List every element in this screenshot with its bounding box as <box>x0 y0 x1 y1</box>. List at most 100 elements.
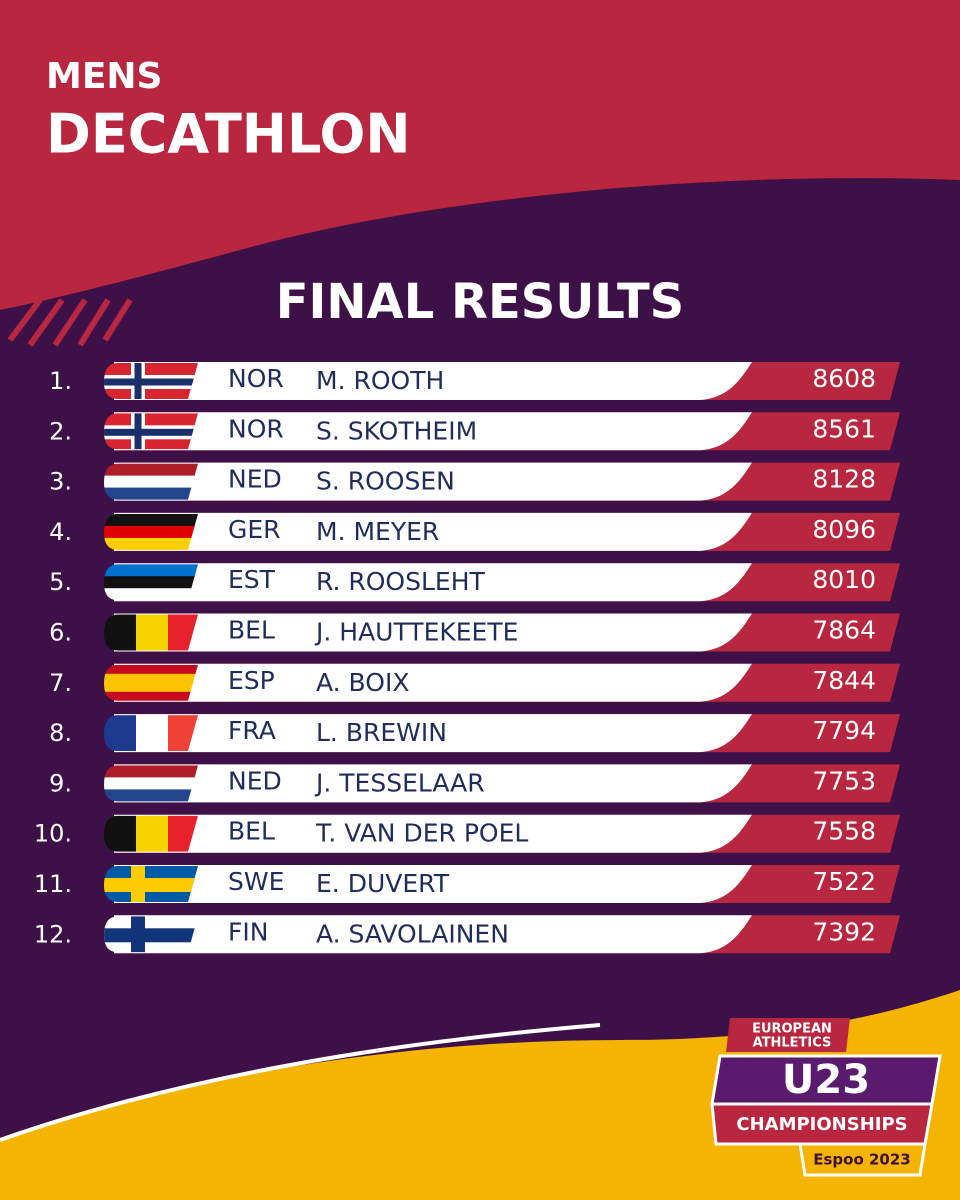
row-white <box>114 613 752 652</box>
top-band <box>0 0 960 310</box>
flag-stripe <box>104 588 198 601</box>
athlete: R. ROOSLEHT <box>316 567 485 596</box>
result-row: 12. FIN A. SAVOLAINEN 7392 <box>34 915 900 954</box>
points: 7844 <box>812 666 876 695</box>
row-white <box>114 663 752 702</box>
result-row: 9. NED J. TESSELAAR 7753 <box>49 764 900 803</box>
athlete: A. SAVOLAINEN <box>316 919 509 948</box>
result-row: 4. GER M. MEYER 8096 <box>49 512 900 551</box>
country: BEL <box>228 817 275 846</box>
logo: EUROPEAN ATHLETICS U23 CHAMPIONSHIPS Esp… <box>710 1018 942 1177</box>
flag <box>104 463 198 500</box>
athlete: A. BOIX <box>316 668 409 697</box>
flag-cross <box>104 878 198 892</box>
flag-stripe <box>104 789 198 802</box>
country: FIN <box>228 917 268 946</box>
athlete: L. BREWIN <box>316 718 447 747</box>
points: 8010 <box>812 565 876 594</box>
country: GER <box>228 515 281 544</box>
flag-stripe <box>104 463 198 477</box>
results: 1. NOR M. ROOTH 8608 2. NOR S. SKOTHEIM 8561 3. N… <box>34 362 900 954</box>
flag-cross <box>104 378 198 386</box>
rank: 1. <box>49 367 72 395</box>
stripes <box>7 298 133 347</box>
result-row: 10. BEL T. VAN DER POEL 7558 <box>34 814 900 853</box>
flag <box>104 866 198 902</box>
row-white <box>114 412 752 451</box>
points: 8096 <box>812 515 876 544</box>
flag-stripe <box>104 475 198 489</box>
rank: 10. <box>34 820 72 848</box>
rank: 5. <box>49 568 72 596</box>
points: 7864 <box>812 616 876 645</box>
row-white <box>114 362 752 400</box>
logo-place: Espoo 2023 <box>813 1151 911 1169</box>
row-white <box>114 814 752 853</box>
country: ESP <box>228 666 275 695</box>
country: NED <box>228 465 282 494</box>
rank: 3. <box>49 468 72 496</box>
flag-stripe <box>104 537 198 550</box>
athlete: J. TESSELAAR <box>314 768 485 797</box>
points: 8128 <box>812 465 876 494</box>
result-row: 6. BEL J. HAUTTEKEETE 7864 <box>49 613 900 652</box>
result-row: 3. NED S. ROOSEN 8128 <box>49 462 900 501</box>
points: 7753 <box>812 766 876 795</box>
points: 7392 <box>812 917 876 946</box>
rank: 7. <box>49 669 72 697</box>
flag-stripe <box>104 664 198 675</box>
row-white <box>114 714 752 753</box>
country: SWE <box>228 867 284 896</box>
rank: 2. <box>49 417 72 445</box>
rank: 8. <box>49 719 72 747</box>
logo-line2: ATHLETICS <box>753 1036 832 1051</box>
flag-stripe <box>104 765 198 778</box>
row-white <box>114 915 752 954</box>
flag-stripe <box>104 525 198 539</box>
athlete: M. ROOTH <box>316 366 444 395</box>
points: 8561 <box>812 414 876 443</box>
result-row: 7. ESP A. BOIX 7844 <box>49 663 900 702</box>
flag-cross <box>104 928 198 943</box>
points: 7794 <box>812 716 876 745</box>
points: 7522 <box>812 867 876 896</box>
country: NOR <box>228 364 284 393</box>
country: NED <box>228 766 282 795</box>
flag <box>104 765 198 802</box>
country: EST <box>228 565 276 594</box>
rank: 9. <box>49 769 72 797</box>
bottom-band <box>0 990 960 1200</box>
row-white <box>114 512 752 551</box>
result-row: 11. SWE E. DUVERT 7522 <box>34 865 900 903</box>
flag <box>104 413 198 450</box>
subtitle: FINAL RESULTS <box>276 274 685 330</box>
row-white <box>114 563 752 602</box>
flag-stripe <box>104 614 137 651</box>
athlete: T. VAN DER POEL <box>315 819 528 848</box>
athlete: M. MEYER <box>316 517 439 546</box>
rank: 4. <box>49 518 72 546</box>
country: FRA <box>228 716 276 745</box>
points: 8608 <box>812 364 876 393</box>
flag <box>104 614 198 651</box>
swoosh <box>0 1023 601 1142</box>
flag-stripe <box>136 614 169 651</box>
athlete: S. ROOSEN <box>316 467 455 496</box>
flag <box>104 815 198 852</box>
athlete: J. HAUTTEKEETE <box>314 618 518 647</box>
points: 7558 <box>812 817 876 846</box>
rank: 6. <box>49 619 72 647</box>
result-row: 8. FRA L. BREWIN 7794 <box>49 714 900 753</box>
flag <box>104 664 198 701</box>
flag-stripe <box>104 682 198 693</box>
athlete: E. DUVERT <box>316 869 450 898</box>
flag-stripe <box>104 715 137 752</box>
flag-stripe <box>104 673 198 684</box>
row-white <box>114 865 752 903</box>
rank: 11. <box>34 870 72 898</box>
flag-stripe <box>104 691 198 701</box>
title-line1: MENS <box>46 56 162 97</box>
flag-stripe <box>104 564 198 577</box>
